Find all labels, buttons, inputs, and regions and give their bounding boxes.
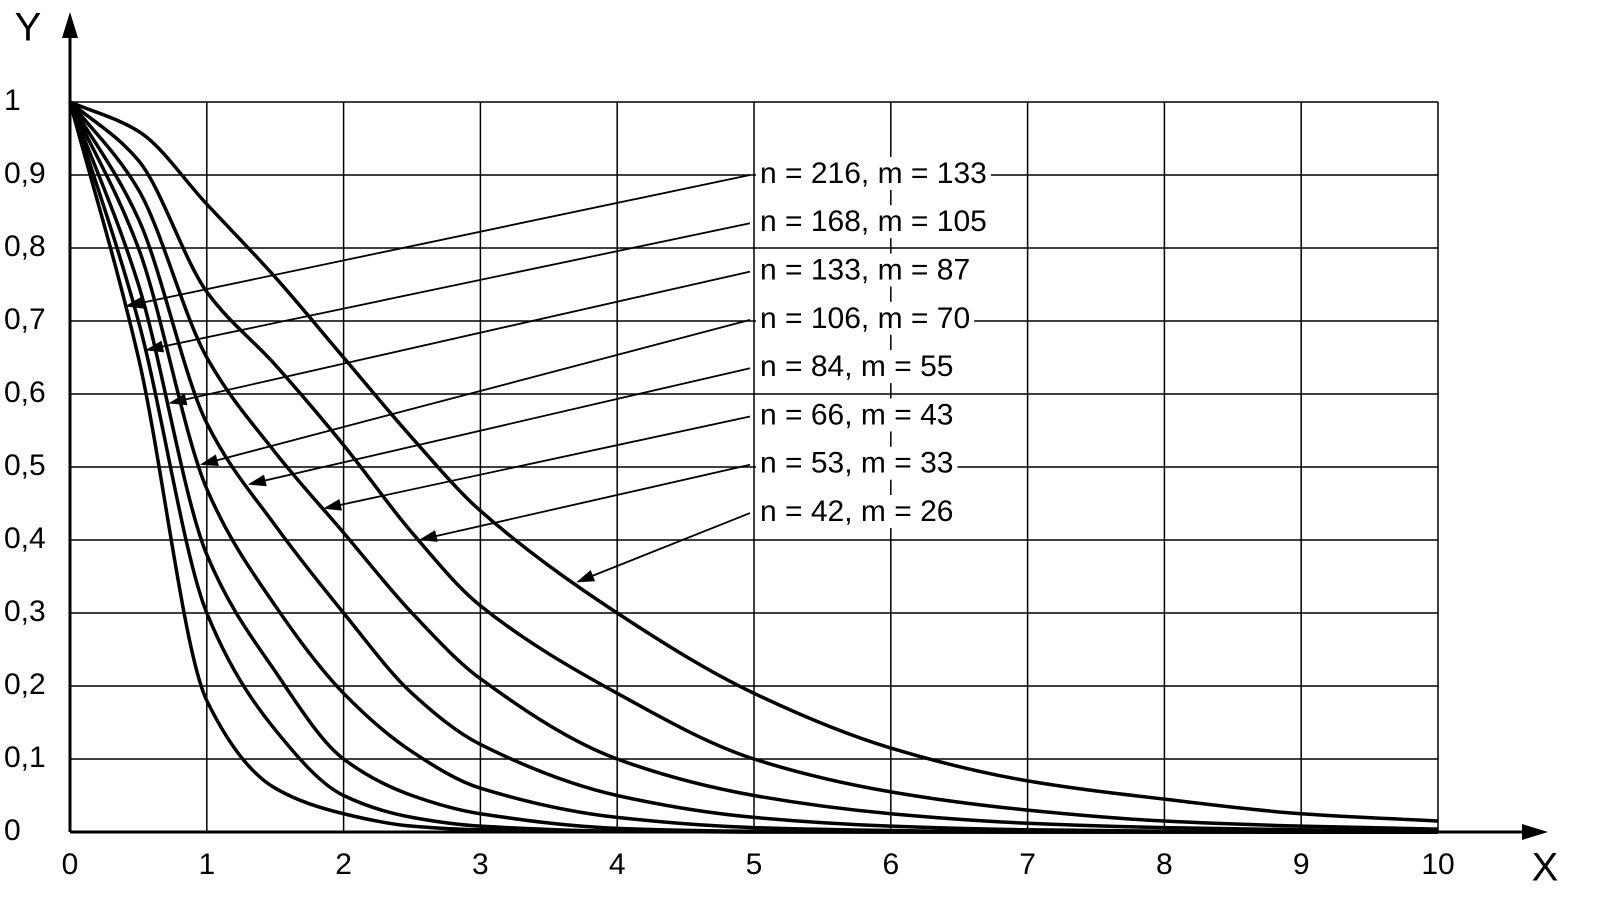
legend-label-background: [756, 495, 958, 529]
annotation-arrowhead: [323, 498, 342, 511]
annotation-arrow: [130, 174, 751, 307]
series-line: [69, 100, 1439, 823]
x-tick-label: 5: [746, 848, 763, 881]
legend-label: n = 84, m = 55: [760, 350, 953, 383]
y-axis-label: Y: [15, 6, 42, 50]
annotation-arrow: [328, 415, 751, 509]
annotation-arrow: [253, 367, 751, 485]
legend-label-background: [756, 156, 991, 190]
x-tick-label: 6: [882, 848, 899, 881]
legend-label: n = 168, m = 105: [760, 205, 987, 238]
y-tick-label: 0,8: [4, 230, 46, 263]
x-tick-label: 10: [1421, 848, 1454, 881]
y-tick-label: 0,6: [4, 376, 46, 409]
y-tick-label: 0,4: [4, 522, 46, 555]
legend-label-background: [756, 253, 975, 287]
x-tick-label: 3: [472, 848, 489, 881]
annotation-arrowhead: [124, 296, 144, 309]
annotation-arrowhead: [168, 393, 188, 406]
y-tick-label: 0,9: [4, 157, 46, 190]
y-tick-label: 1: [4, 84, 21, 117]
legend-label-background: [756, 205, 991, 239]
x-tick-label: 4: [609, 848, 626, 881]
y-tick-label: 0,5: [4, 449, 46, 482]
series-line: [68, 100, 1439, 831]
legend-label: n = 216, m = 133: [760, 157, 987, 190]
series-line: [68, 100, 1439, 834]
legend-label: n = 66, m = 43: [760, 398, 953, 431]
legend-label-background: [756, 398, 958, 432]
legend-label-background: [756, 301, 975, 335]
annotation-arrowhead: [199, 454, 219, 467]
x-tick-label: 9: [1293, 848, 1310, 881]
annotation-arrowhead: [418, 530, 438, 542]
annotation-arrow: [174, 270, 751, 403]
legend-label-background: [756, 350, 958, 384]
annotation-arrowhead: [145, 340, 165, 353]
x-tick-label: 7: [1019, 848, 1036, 881]
x-tick-label: 2: [335, 848, 352, 881]
legend-label: n = 42, m = 26: [760, 495, 953, 528]
x-tick-label: 0: [62, 848, 79, 881]
y-tick-label: 0,7: [4, 303, 46, 336]
annotations: n = 216, m = 133 n = 168, m = 105 n = 133,…: [124, 156, 991, 583]
y-tick-label: 0: [4, 814, 21, 847]
legend-label-background: [756, 446, 958, 480]
legend-label: n = 106, m = 70: [760, 302, 970, 335]
annotation-arrow: [581, 512, 751, 581]
x-tick-label: 8: [1156, 848, 1173, 881]
legend-label: n = 53, m = 33: [760, 447, 953, 480]
annotation-arrowhead: [576, 570, 596, 583]
grid: [70, 101, 1439, 832]
annotation-arrow: [150, 222, 751, 350]
x-axis-arrow: [1522, 824, 1548, 840]
annotation-arrow: [424, 463, 751, 540]
y-tick-label: 0,1: [4, 741, 46, 774]
y-axis-arrow: [62, 12, 78, 38]
y-tick-label: 0,2: [4, 668, 46, 701]
annotation-arrowhead: [247, 474, 267, 487]
x-axis-label: X: [1532, 846, 1559, 890]
y-tick-label: 0,3: [4, 595, 46, 628]
legend-label: n = 133, m = 87: [760, 254, 970, 287]
annotation-arrow: [205, 319, 751, 465]
x-tick-label: 1: [198, 848, 215, 881]
